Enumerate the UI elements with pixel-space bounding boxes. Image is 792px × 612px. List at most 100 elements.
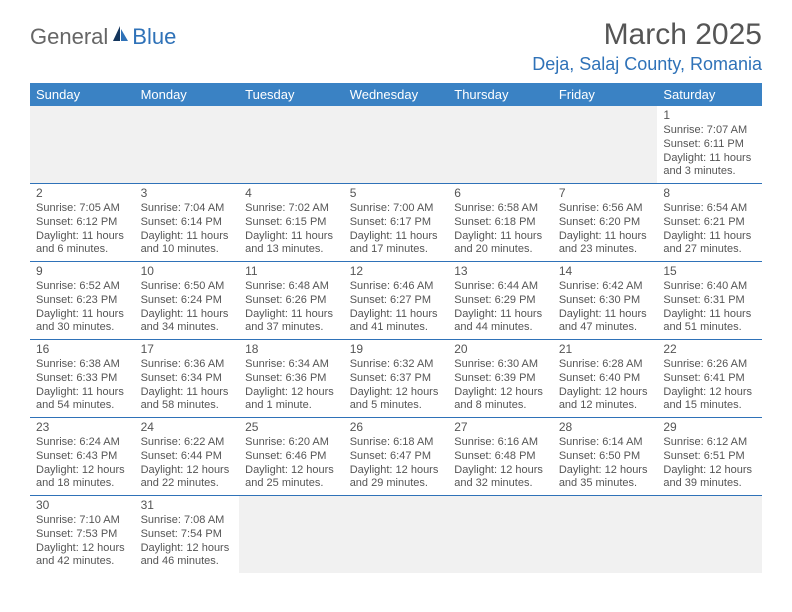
- day1-text: Daylight: 12 hours: [141, 464, 234, 478]
- sunset-text: Sunset: 6:41 PM: [663, 372, 756, 386]
- day-cell: 21Sunrise: 6:28 AMSunset: 6:40 PMDayligh…: [553, 340, 658, 418]
- header-row: Sunday Monday Tuesday Wednesday Thursday…: [30, 83, 762, 106]
- day2-text: and 23 minutes.: [559, 243, 652, 257]
- blank-cell: [553, 496, 658, 574]
- day-number: 19: [350, 342, 443, 357]
- day2-text: and 47 minutes.: [559, 321, 652, 335]
- day1-text: Daylight: 12 hours: [350, 464, 443, 478]
- col-monday: Monday: [135, 83, 240, 106]
- sunset-text: Sunset: 6:18 PM: [454, 216, 547, 230]
- day2-text: and 32 minutes.: [454, 477, 547, 491]
- day-cell: 16Sunrise: 6:38 AMSunset: 6:33 PMDayligh…: [30, 340, 135, 418]
- logo-blue-text: Blue: [132, 24, 176, 50]
- blank-cell: [448, 106, 553, 184]
- day-cell: 25Sunrise: 6:20 AMSunset: 6:46 PMDayligh…: [239, 418, 344, 496]
- day-cell: 11Sunrise: 6:48 AMSunset: 6:26 PMDayligh…: [239, 262, 344, 340]
- day1-text: Daylight: 11 hours: [663, 230, 756, 244]
- day1-text: Daylight: 12 hours: [559, 386, 652, 400]
- day1-text: Daylight: 11 hours: [141, 230, 234, 244]
- day1-text: Daylight: 11 hours: [559, 230, 652, 244]
- day1-text: Daylight: 11 hours: [245, 230, 338, 244]
- day1-text: Daylight: 12 hours: [245, 386, 338, 400]
- sunrise-text: Sunrise: 6:36 AM: [141, 358, 234, 372]
- day-cell: 22Sunrise: 6:26 AMSunset: 6:41 PMDayligh…: [657, 340, 762, 418]
- sunrise-text: Sunrise: 7:08 AM: [141, 514, 234, 528]
- day-cell: 6Sunrise: 6:58 AMSunset: 6:18 PMDaylight…: [448, 184, 553, 262]
- sunset-text: Sunset: 6:27 PM: [350, 294, 443, 308]
- day-cell: 2Sunrise: 7:05 AMSunset: 6:12 PMDaylight…: [30, 184, 135, 262]
- day-number: 13: [454, 264, 547, 279]
- sunrise-text: Sunrise: 6:42 AM: [559, 280, 652, 294]
- day1-text: Daylight: 12 hours: [454, 464, 547, 478]
- sunrise-text: Sunrise: 6:24 AM: [36, 436, 129, 450]
- sunset-text: Sunset: 6:17 PM: [350, 216, 443, 230]
- col-saturday: Saturday: [657, 83, 762, 106]
- day-number: 9: [36, 264, 129, 279]
- day-cell: 12Sunrise: 6:46 AMSunset: 6:27 PMDayligh…: [344, 262, 449, 340]
- day-cell: 24Sunrise: 6:22 AMSunset: 6:44 PMDayligh…: [135, 418, 240, 496]
- day-number: 24: [141, 420, 234, 435]
- day1-text: Daylight: 11 hours: [36, 386, 129, 400]
- day2-text: and 25 minutes.: [245, 477, 338, 491]
- day-cell: 26Sunrise: 6:18 AMSunset: 6:47 PMDayligh…: [344, 418, 449, 496]
- sunrise-text: Sunrise: 6:38 AM: [36, 358, 129, 372]
- day-cell: 8Sunrise: 6:54 AMSunset: 6:21 PMDaylight…: [657, 184, 762, 262]
- day2-text: and 44 minutes.: [454, 321, 547, 335]
- day1-text: Daylight: 12 hours: [36, 464, 129, 478]
- day2-text: and 17 minutes.: [350, 243, 443, 257]
- day-number: 11: [245, 264, 338, 279]
- page-title: March 2025: [532, 18, 762, 52]
- day1-text: Daylight: 12 hours: [350, 386, 443, 400]
- day2-text: and 6 minutes.: [36, 243, 129, 257]
- sunrise-text: Sunrise: 7:07 AM: [663, 124, 756, 138]
- sunrise-text: Sunrise: 6:44 AM: [454, 280, 547, 294]
- blank-cell: [30, 106, 135, 184]
- day2-text: and 12 minutes.: [559, 399, 652, 413]
- title-block: March 2025 Deja, Salaj County, Romania: [532, 18, 762, 75]
- day2-text: and 39 minutes.: [663, 477, 756, 491]
- sunset-text: Sunset: 6:11 PM: [663, 138, 756, 152]
- day1-text: Daylight: 11 hours: [454, 308, 547, 322]
- sunrise-text: Sunrise: 6:56 AM: [559, 202, 652, 216]
- day-number: 31: [141, 498, 234, 513]
- day-cell: 7Sunrise: 6:56 AMSunset: 6:20 PMDaylight…: [553, 184, 658, 262]
- col-tuesday: Tuesday: [239, 83, 344, 106]
- day-number: 10: [141, 264, 234, 279]
- sunrise-text: Sunrise: 6:14 AM: [559, 436, 652, 450]
- sunrise-text: Sunrise: 6:46 AM: [350, 280, 443, 294]
- day1-text: Daylight: 11 hours: [141, 308, 234, 322]
- day2-text: and 20 minutes.: [454, 243, 547, 257]
- day2-text: and 13 minutes.: [245, 243, 338, 257]
- blank-cell: [239, 106, 344, 184]
- sunrise-text: Sunrise: 6:50 AM: [141, 280, 234, 294]
- sunrise-text: Sunrise: 7:02 AM: [245, 202, 338, 216]
- sunrise-text: Sunrise: 6:34 AM: [245, 358, 338, 372]
- day-cell: 14Sunrise: 6:42 AMSunset: 6:30 PMDayligh…: [553, 262, 658, 340]
- sunset-text: Sunset: 6:15 PM: [245, 216, 338, 230]
- day-number: 23: [36, 420, 129, 435]
- sunset-text: Sunset: 6:47 PM: [350, 450, 443, 464]
- sunrise-text: Sunrise: 6:52 AM: [36, 280, 129, 294]
- day-cell: 19Sunrise: 6:32 AMSunset: 6:37 PMDayligh…: [344, 340, 449, 418]
- blank-cell: [344, 106, 449, 184]
- day2-text: and 22 minutes.: [141, 477, 234, 491]
- day-number: 21: [559, 342, 652, 357]
- sunset-text: Sunset: 6:48 PM: [454, 450, 547, 464]
- day-number: 15: [663, 264, 756, 279]
- day1-text: Daylight: 12 hours: [559, 464, 652, 478]
- day2-text: and 8 minutes.: [454, 399, 547, 413]
- sunrise-text: Sunrise: 6:30 AM: [454, 358, 547, 372]
- day-number: 4: [245, 186, 338, 201]
- day-number: 17: [141, 342, 234, 357]
- blank-cell: [553, 106, 658, 184]
- day-number: 1: [663, 108, 756, 123]
- sunrise-text: Sunrise: 6:32 AM: [350, 358, 443, 372]
- day-number: 12: [350, 264, 443, 279]
- day-cell: 1Sunrise: 7:07 AMSunset: 6:11 PMDaylight…: [657, 106, 762, 184]
- sunset-text: Sunset: 6:50 PM: [559, 450, 652, 464]
- sunrise-text: Sunrise: 6:20 AM: [245, 436, 338, 450]
- day2-text: and 35 minutes.: [559, 477, 652, 491]
- table-row: 16Sunrise: 6:38 AMSunset: 6:33 PMDayligh…: [30, 340, 762, 418]
- sunset-text: Sunset: 6:30 PM: [559, 294, 652, 308]
- day1-text: Daylight: 12 hours: [245, 464, 338, 478]
